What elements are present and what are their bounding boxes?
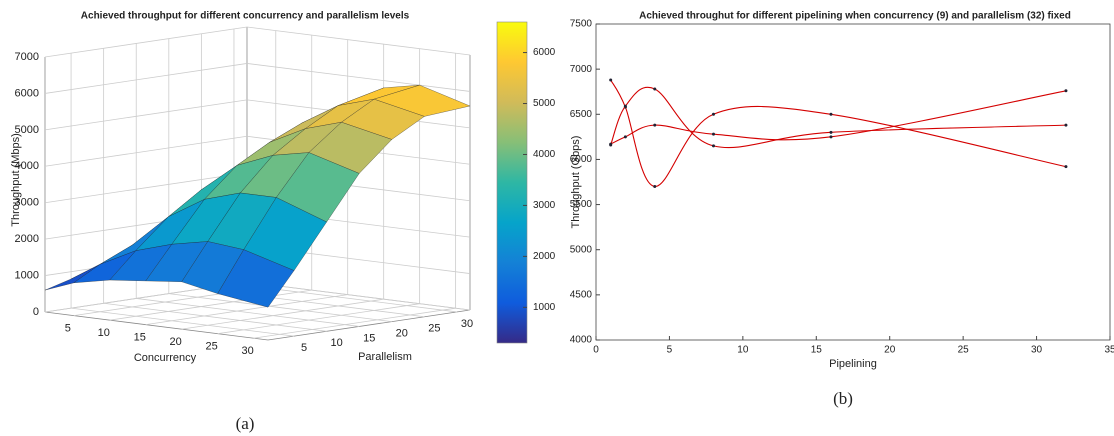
box-edge: [44, 311, 269, 341]
caption: (b): [833, 389, 853, 408]
grid-line: [246, 26, 471, 56]
line: [610, 79, 1067, 188]
y-tick-label: 5000: [570, 244, 593, 255]
point: [609, 78, 613, 82]
grid-line: [44, 135, 248, 167]
x-tick-label: 5: [667, 345, 673, 356]
x-axis-label: Pipelining: [829, 358, 877, 370]
point: [653, 87, 657, 91]
z-tick-label: 2000: [15, 233, 39, 245]
z-tick-label: 3000: [15, 197, 39, 209]
colorbar-tick-label: 5000: [533, 98, 556, 109]
point: [829, 130, 833, 134]
y-tick-label: 15: [363, 332, 375, 344]
grid-line: [246, 281, 471, 311]
x-tick-label: 15: [134, 332, 146, 344]
x-tick-label: 20: [170, 336, 182, 348]
box-edge: [267, 309, 471, 341]
x-tick-label: 20: [884, 345, 896, 356]
grid-line: [181, 298, 384, 330]
point: [623, 104, 627, 108]
z-tick-label: 0: [33, 306, 39, 318]
grid-line: [44, 172, 248, 204]
colorbar-tick-label: 6000: [533, 47, 556, 58]
colorbar-tick-label: 2000: [533, 251, 556, 262]
z-tick-label: 4000: [15, 160, 39, 172]
point: [609, 142, 613, 146]
grid-line: [44, 63, 248, 94]
line: [610, 86, 1066, 149]
point: [1064, 123, 1068, 127]
x-tick-label: 35: [1104, 345, 1114, 356]
point: [653, 123, 657, 127]
grid-line: [103, 302, 327, 332]
x-tick-label: 0: [593, 345, 599, 356]
z-tick-label: 5000: [15, 124, 39, 136]
y-tick-label: 10: [331, 337, 343, 349]
y-tick-label: 4000: [570, 335, 593, 346]
grid-line: [168, 293, 392, 323]
point: [1064, 165, 1068, 169]
point: [623, 135, 627, 139]
y-tick-label: 20: [396, 328, 408, 340]
x-axis-label: Concurrency: [134, 352, 197, 364]
y-tick-label: 25: [428, 323, 440, 335]
y-tick-label: 6500: [570, 109, 593, 120]
y-tick-label: 30: [461, 318, 473, 330]
colorbar-tick-label: 1000: [533, 302, 556, 313]
point: [1064, 89, 1068, 93]
grid-line: [253, 307, 456, 339]
grid-line: [136, 298, 360, 327]
grid-line: [217, 303, 420, 335]
z-tick-label: 6000: [15, 87, 39, 99]
x-tick-label: 10: [737, 345, 749, 356]
colorbar: [496, 21, 528, 344]
y-tick-label: 7000: [570, 64, 593, 75]
y-tick-label: 7500: [570, 19, 593, 30]
plot-frame: [595, 23, 1111, 341]
x-tick-label: 5: [65, 323, 71, 335]
point: [711, 144, 715, 148]
grid-line: [109, 289, 312, 321]
caption: (a): [236, 414, 255, 433]
point: [711, 132, 715, 136]
y-tick-label: 5: [301, 342, 307, 354]
point: [653, 185, 657, 189]
z-axis-label: Throughput (Mbps): [10, 133, 22, 227]
grid-line: [44, 26, 248, 58]
y-axis-label: Parallelism: [358, 351, 412, 363]
y-axis-label: Throughput (Gbps): [570, 136, 582, 229]
y-tick-label: 5500: [570, 199, 593, 210]
x-tick-label: 30: [1031, 345, 1043, 356]
x-tick-label: 25: [958, 345, 970, 356]
point: [829, 135, 833, 139]
point: [711, 112, 715, 116]
x-tick-label: 30: [241, 345, 253, 357]
x-tick-label: 10: [98, 327, 110, 339]
grid-line: [145, 294, 348, 326]
z-tick-label: 1000: [15, 269, 39, 281]
x-tick-label: 15: [811, 345, 823, 356]
grid-line: [71, 307, 295, 337]
colorbar-tick-label: 3000: [533, 200, 556, 211]
chart-title: Achieved throughut for different pipelin…: [639, 11, 1071, 22]
y-tick-label: 6000: [570, 154, 593, 165]
y-tick-label: 4500: [570, 289, 593, 300]
chart-title: Achieved throughput for different concur…: [81, 11, 410, 22]
colorbar-tick-label: 4000: [533, 149, 556, 160]
surface-patch: [217, 249, 295, 308]
grid-line: [246, 63, 471, 92]
grid-line: [44, 99, 248, 131]
x-tick-label: 25: [206, 341, 218, 353]
point: [829, 112, 833, 116]
z-tick-label: 7000: [15, 51, 39, 63]
